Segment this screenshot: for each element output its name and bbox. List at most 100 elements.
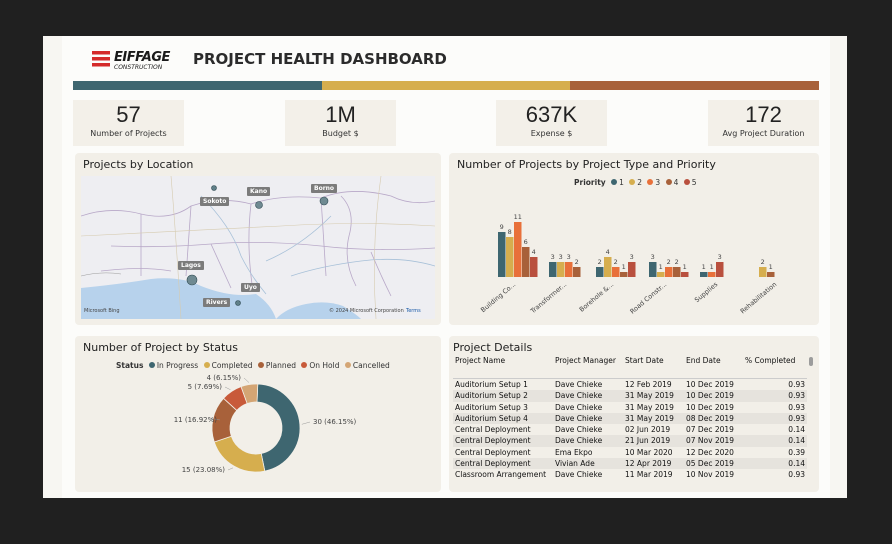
legend-item-completed[interactable]: Completed <box>201 361 252 370</box>
logo-stripes-icon <box>92 51 110 67</box>
cell-completed: 0.93 <box>788 470 805 480</box>
cell-project: Auditorium Setup 3 <box>455 402 528 412</box>
donut-data-label: 30 (46.15%) <box>313 418 357 426</box>
bar <box>649 262 657 277</box>
cell-project: Classroom Arrangement <box>455 470 547 480</box>
table-row[interactable]: Auditorium Setup 1 Dave Chieke 12 Feb 2019… <box>453 379 807 391</box>
table-row[interactable]: Auditorium Setup 3 Dave Chieke 31 May 2019… <box>453 402 807 413</box>
bar-data-label: 2 <box>614 258 618 266</box>
kpi-label: Number of Projects <box>90 129 167 138</box>
kpi-card-budget[interactable]: 1M Budget $ <box>285 100 396 146</box>
table-row[interactable]: Central Deployment Dave Chieke 02 Jun 2019… <box>453 424 807 435</box>
status-card[interactable]: Number of Project by Status Status In Pr… <box>75 336 441 492</box>
legend-item-4[interactable]: 4 <box>663 178 678 187</box>
legend-item-cancelled[interactable]: Cancelled <box>342 361 390 370</box>
legend-title: Status <box>116 361 144 370</box>
column-header[interactable]: % Completed <box>743 356 807 379</box>
cell-completed: 0.93 <box>743 390 807 402</box>
bar <box>498 232 506 277</box>
legend-item-planned[interactable]: Planned <box>255 361 296 370</box>
bar-data-label: 9 <box>500 223 504 231</box>
cell-completed: 0.14 <box>743 435 807 447</box>
donut-leader-line <box>243 377 250 383</box>
legend-item-in-progress[interactable]: In Progress <box>146 361 198 370</box>
logo-subtitle: CONSTRUCTION <box>114 64 163 71</box>
bar <box>573 267 581 277</box>
table-row[interactable]: Auditorium Setup 2 Dave Chieke 31 May 2019… <box>453 390 807 402</box>
donut-leader-line <box>301 421 311 425</box>
bar <box>708 272 716 277</box>
bar-data-label: 2 <box>761 258 765 266</box>
cell-end: 07 Nov 2019 <box>684 435 743 447</box>
cell-manager: Dave Chieke <box>553 435 623 447</box>
bar-data-label: 2 <box>675 258 679 266</box>
type-priority-card[interactable]: Number of Projects by Project Type and P… <box>449 153 819 325</box>
cell-end: 07 Dec 2019 <box>686 425 734 435</box>
cell-manager: Dave Chieke <box>553 390 623 402</box>
column-header[interactable]: End Date <box>684 356 743 379</box>
legend-item-5[interactable]: 5 <box>681 178 697 187</box>
x-axis-tick-label: Building Co... <box>479 280 517 314</box>
status-donut-chart[interactable]: 30 (46.15%) 15 (23.08%) 11 (16.92%) 5 (7.69… <box>75 336 441 492</box>
bar-data-label: 1 <box>769 263 773 271</box>
location-map[interactable]: Kano Sokoto Borno Lagos Uyo Rivers Micro… <box>81 176 435 319</box>
cell-start: 12 Feb 2019 <box>625 380 672 389</box>
table-row[interactable]: Central Deployment Ema Ekpo 10 Mar 2020 12 … <box>453 447 807 458</box>
table-row[interactable]: Auditorium Setup 4 Dave Chieke 31 May 2019… <box>453 412 807 425</box>
legend-item-1[interactable]: 1 <box>608 178 624 187</box>
kpi-label: Expense $ <box>530 129 573 138</box>
map-label-sokoto: Sokoto <box>200 197 230 206</box>
column-header[interactable]: Start Date <box>623 356 684 379</box>
column-header[interactable]: Project Manager <box>553 356 623 379</box>
x-axis-tick-label: Rehabilitation <box>739 280 779 315</box>
legend-item-2[interactable]: 2 <box>626 178 642 187</box>
cell-manager: Dave Chieke <box>555 425 603 435</box>
bar <box>604 257 612 277</box>
cell-start: 31 May 2019 <box>623 412 684 425</box>
header-color-stripe <box>73 81 820 90</box>
table-row[interactable]: Central Deployment Dave Chieke 21 Jun 2019… <box>453 435 807 447</box>
cell-end: 10 Nov 2019 <box>686 470 735 480</box>
cell-end: 08 Dec 2019 <box>684 412 743 425</box>
bar <box>681 272 689 277</box>
cell-start: 10 Mar 2020 <box>625 447 673 457</box>
cell-manager: Dave Chieke <box>555 470 603 480</box>
table-row[interactable]: Central Deployment Vivian Ade 12 Apr 2019 0… <box>453 458 807 470</box>
bar-data-label: 1 <box>622 263 626 271</box>
table-row[interactable]: Classroom Arrangement Dave Chieke 11 Mar 2… <box>453 469 807 480</box>
map-terms-link[interactable]: Terms <box>406 308 421 314</box>
cell-manager: Dave Chieke <box>555 380 603 389</box>
bar-data-label: 3 <box>651 253 655 261</box>
cell-end: 10 Dec 2019 <box>686 380 734 389</box>
donut-data-label: 4 (6.15%) <box>207 374 242 382</box>
bar-data-label: 11 <box>514 213 522 221</box>
map-basemap <box>81 176 435 319</box>
cell-project: Auditorium Setup 2 <box>453 390 553 402</box>
map-label-uyo: Uyo <box>241 283 260 292</box>
project-details-table[interactable]: Project Name Project Manager Start Date … <box>453 356 807 481</box>
map-label-borno: Borno <box>311 184 338 193</box>
status-legend: Status In Progress Completed Planned On … <box>116 361 390 370</box>
donut-leader-line <box>224 386 231 390</box>
bar <box>530 257 538 277</box>
column-header[interactable]: Project Name <box>453 356 553 379</box>
kpi-card-duration[interactable]: 172 Avg Project Duration <box>708 100 819 146</box>
legend-item-3[interactable]: 3 <box>644 178 660 187</box>
bar <box>596 267 604 277</box>
kpi-value: 57 <box>116 102 141 127</box>
stripe-segment-teal <box>73 81 322 90</box>
x-axis-tick-label: Road Constr... <box>628 280 668 315</box>
cell-completed: 0.93 <box>788 380 805 389</box>
kpi-card-expense[interactable]: 637K Expense $ <box>496 100 607 146</box>
table-scrollbar[interactable] <box>809 357 813 366</box>
legend-item-on-hold[interactable]: On Hold <box>298 361 339 370</box>
bar-data-label: 6 <box>524 238 528 246</box>
kpi-card-projects[interactable]: 57 Number of Projects <box>73 100 184 146</box>
cell-manager: Dave Chieke <box>555 402 603 412</box>
bar <box>657 272 665 277</box>
donut-data-label: 15 (23.08%) <box>182 466 226 474</box>
cell-start: 31 May 2019 <box>623 390 684 402</box>
bar-data-label: 1 <box>683 263 687 271</box>
cell-project: Central Deployment <box>453 458 553 470</box>
